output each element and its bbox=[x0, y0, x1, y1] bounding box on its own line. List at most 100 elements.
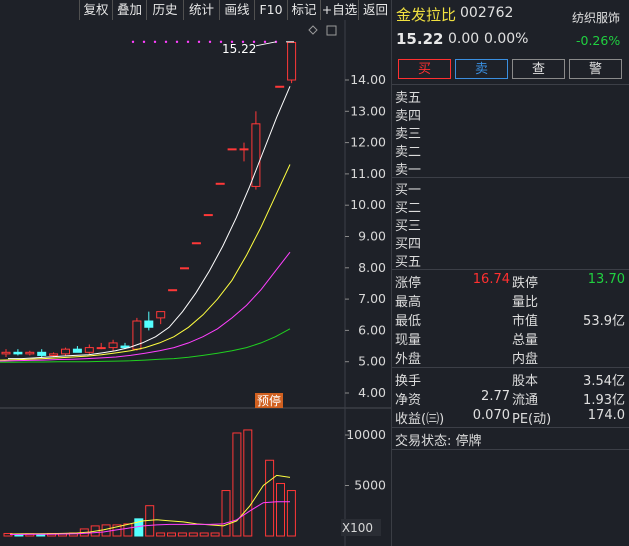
sector-change: -0.26% bbox=[576, 33, 621, 48]
toolbar-button-0[interactable]: 复权 bbox=[79, 0, 112, 20]
limit-dot bbox=[241, 40, 245, 44]
candle-body bbox=[25, 351, 35, 355]
candle-body bbox=[96, 347, 106, 350]
volume-tick-label: 5000 bbox=[354, 478, 386, 493]
outer-label: 外盘 bbox=[395, 352, 422, 367]
bid-2-label: 买二 bbox=[395, 201, 422, 216]
kline-chart[interactable]: 14.00 13.00 12.00 11.00 10.00 9.00 8.00 7.00 6.0… bbox=[0, 20, 391, 546]
price-tick-label: 8.00 bbox=[358, 260, 386, 275]
vol-ratio-label: 量比 bbox=[512, 295, 539, 310]
limit-dot bbox=[263, 40, 267, 44]
volume-bar bbox=[123, 523, 133, 537]
trade-status-label: 交易状态: bbox=[395, 434, 456, 449]
candle-body bbox=[61, 348, 70, 355]
chart-toolbar: 复权 叠加 历史 统计 画线 F10 标记 +自选 返回 bbox=[0, 0, 392, 20]
candle-body bbox=[203, 214, 213, 217]
sector-name[interactable]: 纺织服饰 bbox=[572, 11, 621, 25]
candle-body bbox=[84, 347, 94, 353]
pe-value: 174.0 bbox=[587, 408, 625, 423]
toolbar-button-3[interactable]: 统计 bbox=[183, 0, 219, 20]
candle-body bbox=[180, 267, 189, 270]
low-label: 最低 bbox=[395, 314, 422, 329]
sell-button[interactable]: 卖 bbox=[455, 59, 508, 79]
volume-bar bbox=[199, 532, 209, 537]
limit-dot bbox=[197, 40, 201, 44]
candle-body bbox=[239, 148, 249, 151]
price-tick-label: 5.00 bbox=[358, 354, 386, 369]
volume-bar bbox=[210, 532, 220, 537]
ma-line-green bbox=[0, 328, 291, 363]
limit-up-label: 涨停 bbox=[395, 276, 422, 291]
toolbar-button-4[interactable]: 画线 bbox=[219, 0, 254, 20]
ask-5-label: 卖五 bbox=[395, 91, 422, 106]
divider bbox=[392, 449, 629, 450]
toolbar-button-5[interactable]: F10 bbox=[254, 0, 287, 20]
toolbar-button-6[interactable]: 标记 bbox=[287, 0, 320, 20]
suspend-badge: 预停 bbox=[257, 393, 281, 408]
net-assets-value: 2.77 bbox=[481, 389, 510, 404]
ask-2-label: 卖二 bbox=[395, 145, 422, 160]
candle-body bbox=[287, 41, 297, 81]
shares-label: 股本 bbox=[512, 374, 539, 389]
limit-up-value: 16.74 bbox=[472, 272, 510, 287]
divider bbox=[392, 177, 629, 178]
limit-dot bbox=[175, 40, 179, 44]
limit-down-label: 跌停 bbox=[512, 276, 539, 291]
bid-5-label: 买五 bbox=[395, 255, 422, 270]
candle-body bbox=[120, 345, 130, 349]
divider bbox=[392, 367, 629, 368]
candle-body bbox=[49, 353, 59, 356]
limit-dot bbox=[131, 40, 135, 44]
volume-bar bbox=[286, 490, 296, 537]
volume-ma-magenta bbox=[9, 501, 290, 535]
candle-body bbox=[227, 148, 237, 151]
volume-bar bbox=[156, 532, 166, 537]
mkt-cap-value: 53.9亿 bbox=[583, 314, 625, 329]
current-vol-label: 现量 bbox=[395, 333, 422, 348]
limit-dot bbox=[153, 40, 157, 44]
eps-label: 收益(㈢) bbox=[395, 412, 445, 427]
toolbar-button-7[interactable]: +自选 bbox=[320, 0, 358, 20]
query-button[interactable]: 查 bbox=[512, 59, 565, 79]
candle-body bbox=[144, 320, 154, 328]
price-tick-label: 6.00 bbox=[358, 322, 386, 337]
ask-4-label: 卖四 bbox=[395, 109, 422, 124]
trade-status: 交易状态: 停牌 bbox=[395, 430, 482, 449]
price-tick-label: 14.00 bbox=[350, 72, 386, 87]
toolbar-button-1[interactable]: 叠加 bbox=[112, 0, 146, 20]
window-icon bbox=[326, 25, 337, 36]
quote-panel: 金发拉比 002762 纺织服饰 15.22 0.00 0.00% -0.26%… bbox=[392, 0, 629, 546]
volume-bar bbox=[265, 459, 275, 537]
ma-line-magenta bbox=[0, 251, 291, 362]
candle-body bbox=[108, 342, 118, 349]
candle-body bbox=[215, 182, 225, 185]
bid-4-label: 买四 bbox=[395, 237, 422, 252]
candle-body bbox=[13, 351, 23, 355]
total-vol-label: 总量 bbox=[512, 333, 539, 348]
net-assets-label: 净资 bbox=[395, 393, 422, 408]
panel-divider bbox=[391, 0, 392, 546]
volume-unit-bg bbox=[341, 519, 381, 536]
volume-tick-label: 10000 bbox=[346, 427, 386, 442]
volume-bar bbox=[188, 532, 198, 537]
price-tick-label: 11.00 bbox=[350, 166, 386, 181]
float-value: 1.93亿 bbox=[583, 393, 625, 408]
toolbar-button-2[interactable]: 历史 bbox=[146, 0, 183, 20]
buy-button[interactable]: 买 bbox=[398, 59, 451, 79]
price-tick-label: 12.00 bbox=[350, 135, 386, 150]
pe-label: PE(动) bbox=[512, 412, 552, 427]
inner-label: 内盘 bbox=[512, 352, 539, 367]
toolbar-button-8[interactable]: 返回 bbox=[358, 0, 392, 20]
limit-dot bbox=[142, 40, 146, 44]
candle-body bbox=[168, 289, 178, 292]
limit-dot bbox=[252, 40, 256, 44]
volume-bar bbox=[167, 532, 176, 537]
limit-dot bbox=[219, 40, 223, 44]
eps-value: 0.070 bbox=[472, 408, 510, 423]
alert-button[interactable]: 警 bbox=[569, 59, 622, 79]
mkt-cap-label: 市值 bbox=[512, 314, 539, 329]
candle-body bbox=[275, 85, 285, 88]
divider bbox=[392, 427, 629, 428]
limit-dot bbox=[164, 40, 168, 44]
stock-code: 002762 bbox=[460, 5, 514, 21]
